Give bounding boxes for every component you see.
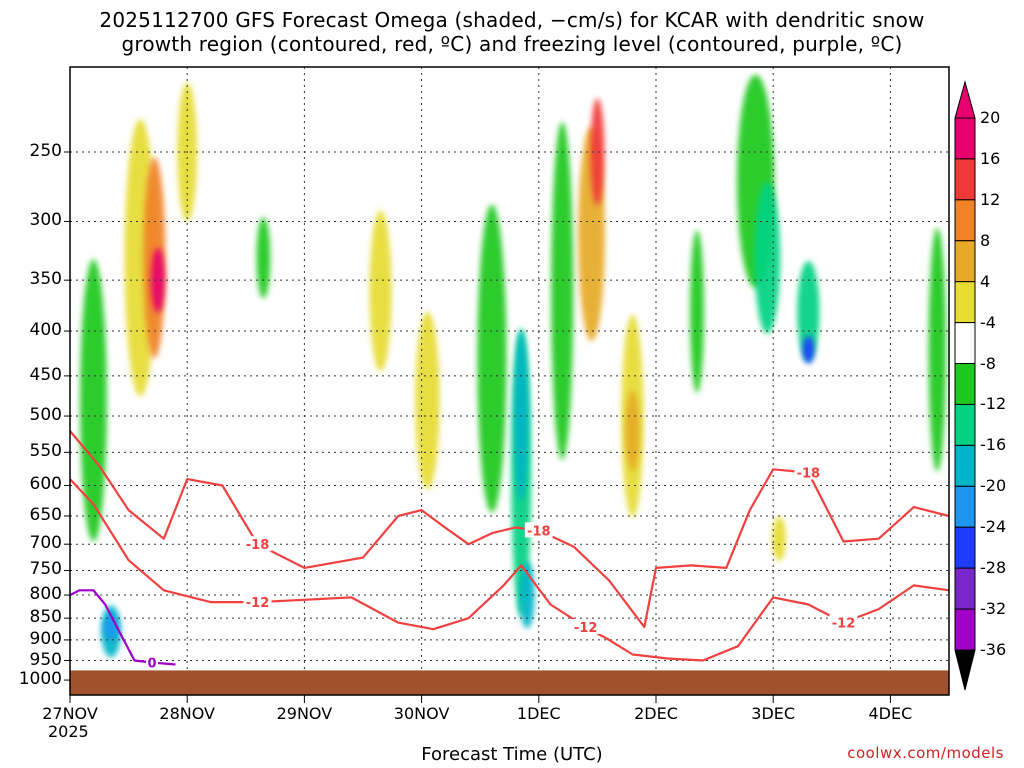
y-tick-label-750: 750: [29, 559, 62, 580]
y-tick-label-800: 800: [29, 584, 62, 605]
omega-blob-16: [590, 98, 605, 206]
colorbar-bin-9: [954, 444, 976, 487]
colorbar-tick-20: 20: [980, 108, 1001, 127]
omega-blob-0: [80, 259, 107, 542]
colorbar-tick--8: -8: [980, 353, 996, 373]
contour-label-bg-2-0: [146, 654, 159, 670]
contour-label-bg-1-1: [524, 522, 553, 538]
colorbar-tick-4: 4: [980, 271, 991, 291]
y-tick-label-300: 300: [29, 210, 62, 231]
plot-frame: [69, 66, 950, 696]
colorbar-top-arrow: [954, 80, 976, 119]
contour-label-1-0: -18: [246, 538, 270, 553]
omega-blob-19: [690, 230, 704, 393]
chart-title-line-1: 2025112700 GFS Forecast Omega (shaded, −…: [99, 8, 925, 32]
colorbar-tick--24: -24: [980, 517, 1007, 537]
contour-label-bg-0-2: [829, 614, 858, 630]
omega-blob-14: [551, 121, 574, 460]
colorbar-bin-12: [954, 567, 976, 610]
contour-line-2: [69, 589, 176, 666]
x-tick-label-4DEC: 4DEC: [868, 704, 913, 723]
y-tick-label-250: 250: [29, 140, 62, 161]
y-tick-label-500: 500: [29, 405, 62, 426]
colorbar-bottom-arrow: [954, 649, 976, 691]
contour-label-bg-1-0: [243, 536, 272, 552]
contour-label-bg-0-1: [571, 619, 600, 635]
omega-blob-24: [772, 516, 786, 561]
contour-line-1: [69, 430, 950, 629]
colorbar-tick-16: 16: [980, 148, 1001, 168]
x-axis-label: Forecast Time (UTC): [421, 744, 603, 765]
y-tick-label-650: 650: [29, 504, 62, 525]
colorbar-bin-3: [954, 199, 976, 242]
x-tick-label-2DEC: 2DEC: [634, 704, 678, 723]
y-tick-label-350: 350: [29, 269, 62, 290]
y-tick-label-950: 950: [29, 649, 62, 670]
colorbar-bin-10: [954, 485, 976, 528]
colorbar-bin-11: [954, 526, 976, 569]
colorbar-tick--36: -36: [980, 640, 1007, 659]
contour-label-0-1: -12: [574, 621, 598, 636]
contour-lines: -12 -12 -12 -18 -18 -18 0: [69, 430, 950, 672]
contour-label-0-2: -12: [832, 617, 856, 632]
y-tick-label-700: 700: [29, 533, 62, 554]
contour-label-2-0: 0: [148, 657, 157, 672]
y-tick-label-600: 600: [29, 474, 62, 495]
x-tick-label-3DEC: 3DEC: [751, 704, 796, 723]
site-credit[interactable]: coolwx.com/models: [847, 744, 1004, 762]
terrain-fill: [70, 670, 949, 695]
contour-label-0-0: -12: [246, 596, 270, 611]
colorbar-bin-6: [954, 322, 976, 365]
contour-label-bg-1-2: [794, 464, 823, 480]
colorbar-bin-13: [954, 608, 976, 651]
x-tick-label-27NOV: 27NOV: [42, 704, 98, 723]
omega-blob-9: [415, 311, 440, 490]
chart-title-line-2: growth region (contoured, red, ºC) and f…: [121, 32, 903, 56]
omega-blob-25: [928, 227, 946, 472]
colorbar-tick--4: -4: [980, 312, 996, 332]
colorbar-tick--32: -32: [980, 599, 1007, 619]
omega-blob-5: [150, 247, 165, 313]
omega-blob-22: [797, 261, 820, 362]
contour-line-0: [69, 478, 950, 662]
colorbar-bin-1: [954, 117, 976, 160]
contour-label-1-2: -18: [797, 467, 821, 482]
omega-blob-23: [802, 336, 815, 364]
colorbar-tick--28: -28: [980, 558, 1007, 578]
colorbar: [954, 80, 976, 691]
y-tick-label-1000: 1000: [18, 669, 62, 690]
colorbar-tick-12: 12: [980, 189, 1001, 209]
colorbar-tick--12: -12: [980, 394, 1007, 414]
x-tick-label-30NOV: 30NOV: [393, 704, 450, 723]
y-tick-label-450: 450: [29, 364, 62, 385]
colorbar-tick--16: -16: [980, 435, 1007, 455]
x-tick-label-28NOV: 28NOV: [159, 704, 215, 723]
omega-blob-7: [256, 217, 271, 299]
colorbar-tick-8: 8: [980, 230, 991, 250]
contour-label-bg-0-0: [243, 594, 272, 610]
colorbar-bin-2: [954, 158, 976, 201]
y-tick-label-400: 400: [29, 320, 62, 341]
colorbar-tick--20: -20: [980, 476, 1007, 496]
colorbar-bin-5: [954, 281, 976, 324]
x-axis-year: 2025: [48, 722, 89, 741]
colorbar-bin-8: [954, 403, 976, 446]
omega-shading: [80, 74, 946, 658]
omega-blob-8: [369, 210, 392, 372]
x-tick-label-1DEC: 1DEC: [516, 704, 561, 723]
contour-label-1-1: -18: [527, 524, 551, 539]
colorbar-bin-4: [954, 240, 976, 283]
y-tick-label-900: 900: [29, 628, 62, 649]
omega-blob-21: [754, 181, 781, 334]
y-tick-label-850: 850: [29, 607, 62, 628]
y-tick-label-550: 550: [29, 441, 62, 462]
omega-blob-10: [477, 204, 507, 513]
omega-blob-18: [625, 390, 640, 472]
x-tick-label-29NOV: 29NOV: [276, 704, 333, 723]
colorbar-bin-7: [954, 363, 976, 405]
